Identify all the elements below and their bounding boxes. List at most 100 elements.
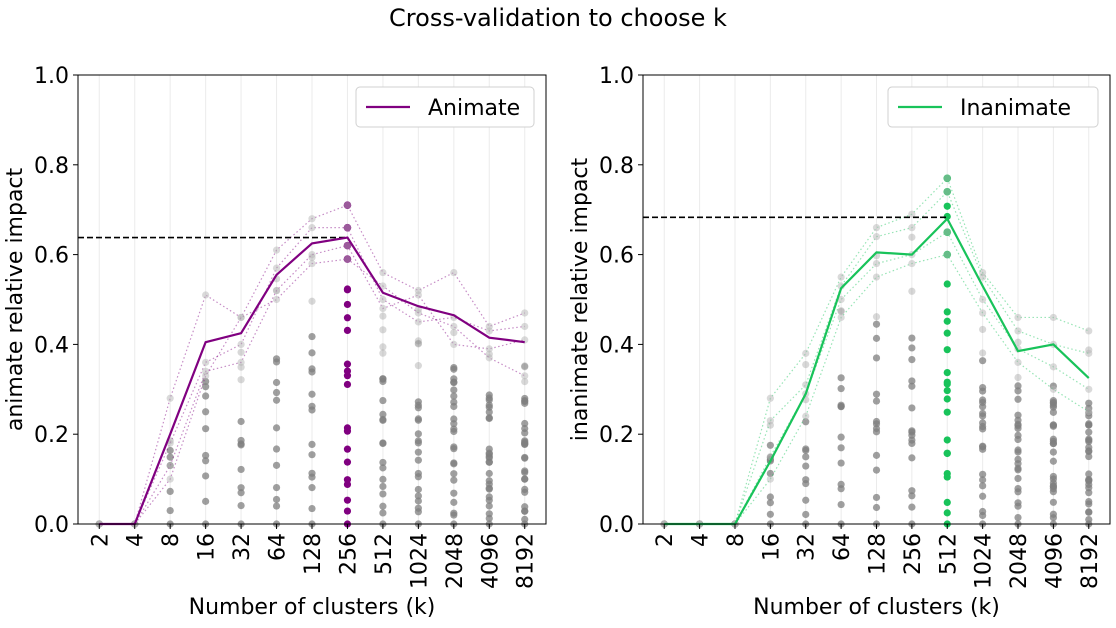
best-k-point	[343, 427, 352, 435]
best-k-point	[343, 480, 352, 489]
cluster-point	[202, 408, 210, 416]
fold-point	[485, 327, 493, 335]
cluster-point	[308, 406, 316, 414]
cluster-point	[1049, 498, 1057, 506]
y-tick-label: 1.0	[34, 64, 69, 89]
cluster-point	[979, 476, 987, 484]
cluster-point	[414, 439, 422, 447]
best-k-point	[943, 329, 951, 337]
cluster-point	[450, 427, 458, 436]
cluster-point	[1085, 452, 1093, 461]
fold-point	[1049, 313, 1057, 322]
best-k-point	[343, 314, 352, 322]
best-k-point	[943, 280, 951, 288]
cluster-point	[837, 374, 845, 382]
fold-point	[837, 313, 845, 322]
cluster-point	[485, 510, 493, 518]
cluster-point	[237, 465, 245, 474]
cluster-point	[872, 320, 881, 328]
cluster-point	[308, 349, 316, 357]
y-tick-label: 1.0	[599, 64, 634, 89]
cluster-point	[1049, 421, 1057, 429]
fold-point	[202, 291, 210, 299]
cluster-point	[485, 477, 493, 485]
cluster-point	[166, 487, 174, 495]
cluster-point	[450, 445, 458, 453]
cluster-point	[872, 428, 881, 436]
cluster-point	[908, 344, 916, 352]
fold-point	[237, 358, 245, 366]
cluster-point	[979, 387, 987, 395]
cluster-point	[414, 404, 422, 412]
fold-point	[343, 201, 352, 209]
fold-point	[485, 354, 493, 362]
cluster-point	[1049, 439, 1057, 448]
cluster-point	[379, 490, 387, 498]
cluster-point	[414, 448, 422, 456]
cluster-point	[272, 502, 281, 510]
cluster-point	[272, 388, 281, 397]
x-tick-label: 16	[195, 533, 220, 561]
cluster-point	[1085, 470, 1093, 478]
legend-label: Animate	[428, 96, 520, 121]
cluster-point	[450, 470, 458, 478]
cluster-point	[908, 487, 916, 495]
cluster-point	[450, 386, 458, 394]
cluster-point	[1085, 515, 1093, 524]
cluster-point	[1014, 484, 1022, 493]
x-tick-label: 8192	[514, 533, 539, 589]
fold-point	[343, 242, 352, 250]
x-tick-label: 8	[159, 533, 184, 547]
cluster-point	[766, 499, 774, 507]
cluster-point	[1049, 472, 1057, 481]
cluster-point	[237, 501, 245, 510]
cluster-point	[1085, 420, 1093, 428]
cluster-point	[414, 337, 422, 345]
legend-label: Inanimate	[960, 96, 1071, 121]
cluster-point	[521, 503, 529, 511]
cluster-point	[379, 439, 387, 448]
cluster-point	[908, 428, 916, 436]
fold-point	[237, 313, 245, 322]
cluster-point	[450, 329, 458, 337]
x-tick-label: 2	[653, 533, 678, 547]
cluster-point	[521, 475, 529, 483]
cluster-point	[1049, 482, 1057, 490]
cluster-point	[908, 334, 916, 342]
best-k-point	[343, 360, 352, 368]
fold-point	[414, 291, 422, 299]
x-tick-label: 128	[301, 533, 326, 575]
cluster-point	[414, 497, 422, 505]
y-tick-label: 0.8	[34, 154, 69, 179]
figure-title: Cross-validation to choose k	[389, 4, 727, 32]
cluster-point	[237, 489, 245, 497]
cluster-point	[872, 503, 881, 512]
fold-point	[1014, 358, 1022, 366]
fold-point	[272, 295, 281, 304]
y-tick-label: 0.4	[599, 333, 634, 358]
cluster-point	[908, 439, 916, 448]
cluster-point	[979, 419, 987, 427]
cluster-point	[1085, 476, 1093, 484]
cluster-point	[379, 509, 387, 517]
cluster-point	[979, 349, 987, 357]
cluster-point	[802, 360, 810, 369]
best-k-point	[943, 436, 951, 444]
cluster-point	[450, 415, 458, 423]
cluster-point	[1014, 435, 1022, 444]
cluster-point	[308, 297, 316, 305]
cluster-point	[1085, 399, 1093, 407]
cluster-point	[485, 408, 493, 416]
cluster-point	[979, 398, 987, 406]
cluster-point	[308, 484, 316, 492]
x-tick-label: 32	[230, 533, 255, 561]
cluster-point	[379, 475, 387, 483]
cluster-point	[872, 313, 881, 321]
fold-point	[379, 282, 387, 290]
fold-point	[272, 286, 281, 295]
fold-point	[237, 340, 245, 348]
fold-point	[343, 255, 352, 263]
y-tick-label: 0.8	[599, 154, 634, 179]
cluster-point	[414, 339, 422, 347]
legend-box	[355, 86, 535, 128]
